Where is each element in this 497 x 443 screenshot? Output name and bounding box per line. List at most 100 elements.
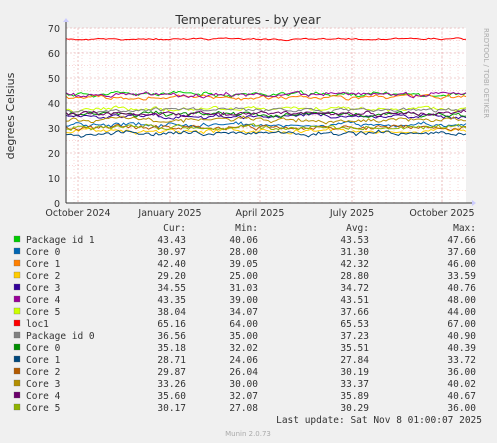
legend-value: 43.35	[157, 295, 186, 306]
series-line	[65, 107, 467, 114]
legend-value: 40.67	[447, 391, 476, 402]
legend-swatch	[13, 379, 21, 387]
legend-series-name: Core 5	[26, 403, 60, 414]
legend-value: 36.00	[447, 403, 476, 414]
series-line	[65, 37, 467, 42]
legend-value: 35.89	[340, 391, 369, 402]
series-line	[65, 129, 467, 138]
y-tick-label: 30	[48, 124, 60, 135]
series-line	[65, 93, 467, 101]
legend-value: 43.51	[340, 295, 369, 306]
legend-series-name: Core 3	[26, 283, 60, 294]
legend-value: 33.26	[157, 379, 186, 390]
y-axis-arrow	[63, 18, 69, 22]
legend-value: 40.02	[447, 379, 476, 390]
legend-value: 43.43	[157, 235, 186, 246]
legend-value: 32.02	[229, 343, 258, 354]
legend-value: 44.00	[447, 307, 476, 318]
x-tick-label: October 2025	[409, 208, 474, 219]
legend-value: 37.66	[340, 307, 369, 318]
legend: Package id 1 43.43 40.06 43.53 47.66 Core 0 30…	[13, 235, 476, 414]
legend-value: 25.00	[229, 271, 258, 282]
legend-column-header: Max:	[453, 223, 476, 234]
x-tick-label: January 2025	[137, 208, 201, 219]
legend-value: 35.00	[229, 331, 258, 342]
y-tick-label: 0	[54, 199, 60, 210]
legend-series-name: Package id 1	[26, 235, 95, 246]
legend-value: 47.66	[447, 235, 476, 246]
legend-value: 35.18	[157, 343, 186, 354]
y-tick-label: 10	[48, 174, 60, 185]
legend-value: 31.30	[340, 247, 369, 258]
legend-column-header: Cur:	[163, 223, 186, 234]
legend-value: 46.00	[447, 259, 476, 270]
legend-value: 48.00	[447, 295, 476, 306]
legend-series-name: loc1	[26, 319, 49, 330]
series-line	[65, 110, 467, 119]
legend-value: 30.00	[229, 379, 258, 390]
legend-series-name: Core 5	[26, 307, 60, 318]
legend-value: 32.07	[229, 391, 258, 402]
x-tick-label: July 2025	[329, 208, 374, 219]
legend-value: 30.97	[157, 247, 186, 258]
legend-value: 33.37	[340, 379, 369, 390]
legend-value: 30.17	[157, 403, 186, 414]
series-line	[65, 123, 467, 132]
legend-swatch	[13, 295, 21, 303]
legend-series-name: Core 1	[26, 259, 61, 270]
legend-swatch	[13, 319, 21, 327]
legend-series-name: Core 4	[26, 295, 61, 306]
legend-value: 40.06	[229, 235, 258, 246]
legend-value: 34.72	[340, 283, 369, 294]
y-tick-label: 20	[48, 149, 60, 160]
legend-value: 64.00	[229, 319, 258, 330]
legend-series-name: Core 1	[26, 355, 61, 366]
legend-value: 37.60	[447, 247, 476, 258]
series-line	[65, 109, 467, 118]
legend-value: 27.84	[340, 355, 369, 366]
legend-swatch	[13, 343, 21, 351]
legend-value: 39.05	[229, 259, 258, 270]
legend-value: 30.29	[340, 403, 369, 414]
legend-swatch	[13, 403, 21, 411]
series-line	[66, 115, 467, 125]
legend-value: 65.53	[340, 319, 369, 330]
y-axis-label: degrees Celsius	[4, 72, 17, 159]
legend-swatch	[13, 307, 21, 315]
legend-value: 37.23	[340, 331, 369, 342]
legend-swatch	[13, 355, 21, 363]
legend-value: 36.56	[157, 331, 186, 342]
legend-value: 43.53	[340, 235, 369, 246]
legend-series-name: Core 3	[26, 379, 60, 390]
legend-column-header: Avg:	[346, 223, 369, 234]
legend-value: 33.72	[447, 355, 476, 366]
legend-series-name: Core 0	[26, 247, 61, 258]
legend-swatch	[13, 271, 21, 279]
legend-swatch	[13, 367, 21, 375]
legend-swatch	[13, 283, 21, 291]
legend-value: 35.60	[157, 391, 186, 402]
series-line	[65, 90, 467, 99]
legend-value: 28.80	[340, 271, 369, 282]
legend-value: 29.87	[157, 367, 186, 378]
legend-value: 40.90	[447, 331, 476, 342]
legend-series-name: Core 2	[26, 271, 60, 282]
legend-value: 35.51	[340, 343, 369, 354]
legend-column-header: Min:	[235, 223, 258, 234]
x-tick-label: April 2025	[236, 208, 285, 219]
y-tick-label: 50	[48, 74, 60, 85]
legend-value: 67.00	[447, 319, 476, 330]
y-tick-label: 40	[48, 99, 60, 110]
legend-value: 65.16	[157, 319, 186, 330]
legend-swatch	[13, 259, 21, 267]
last-update-text: Last update: Sat Nov 8 01:00:07 2025	[276, 415, 482, 426]
legend-value: 40.39	[447, 343, 476, 354]
x-axis-arrow	[472, 200, 476, 206]
legend-value: 40.76	[447, 283, 476, 294]
munin-version-footer: Munin 2.0.73	[225, 430, 271, 438]
legend-value: 42.40	[157, 259, 186, 270]
legend-value: 38.04	[157, 307, 186, 318]
legend-value: 28.71	[157, 355, 186, 366]
legend-value: 31.03	[229, 283, 258, 294]
